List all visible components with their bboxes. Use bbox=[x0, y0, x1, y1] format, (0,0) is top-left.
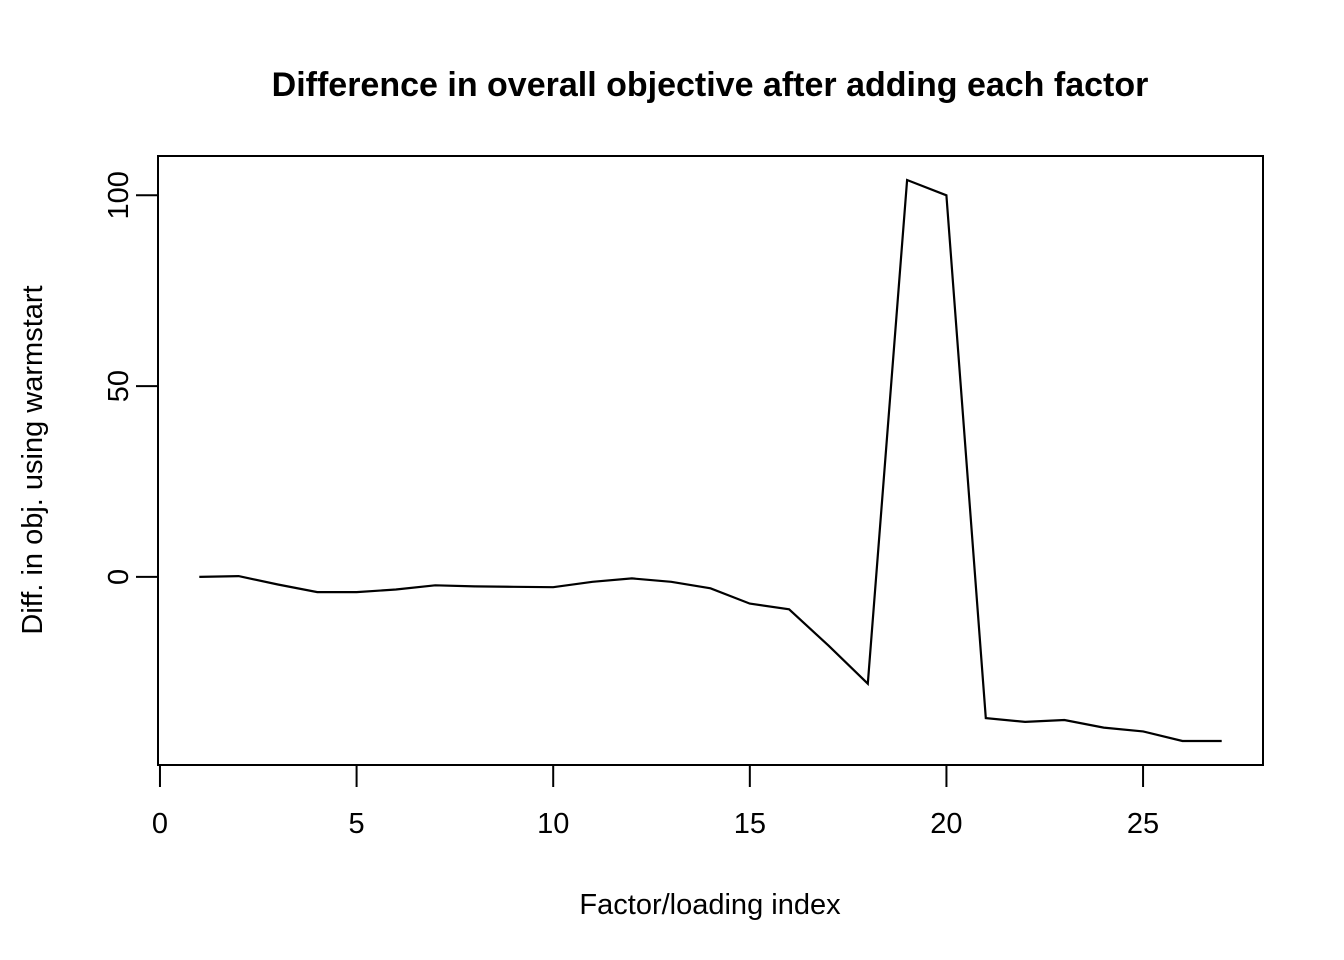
plot-border bbox=[157, 155, 1264, 766]
x-tick-label: 5 bbox=[349, 808, 365, 840]
y-axis: 0 50 100 bbox=[103, 171, 158, 585]
y-tick-label: 100 bbox=[103, 171, 135, 219]
y-axis-label: Diff. in obj. using warmstart bbox=[17, 285, 49, 634]
x-axis: 0 5 10 15 20 25 bbox=[152, 765, 1159, 840]
x-tick-label: 20 bbox=[930, 808, 962, 840]
x-tick-label: 15 bbox=[734, 808, 766, 840]
x-axis-label: Factor/loading index bbox=[579, 889, 841, 921]
y-tick-label: 50 bbox=[103, 370, 135, 402]
x-tick-label: 10 bbox=[537, 808, 569, 840]
chart-title: Difference in overall objective after ad… bbox=[272, 66, 1149, 104]
y-tick-label: 0 bbox=[103, 569, 135, 585]
x-tick-label: 25 bbox=[1127, 808, 1159, 840]
series-line bbox=[199, 178, 1222, 743]
x-tick-label: 0 bbox=[152, 808, 168, 840]
